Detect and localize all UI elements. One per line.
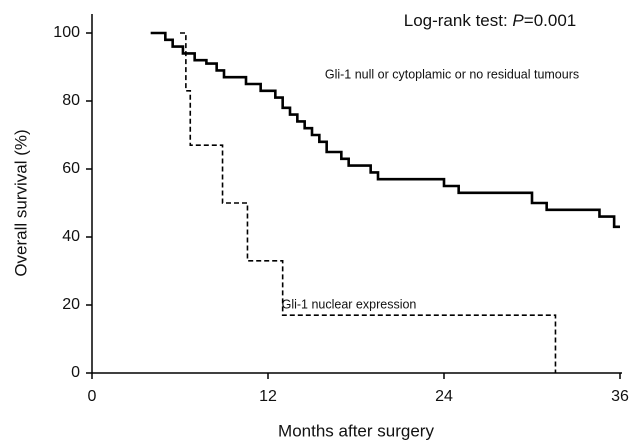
series-label: Gli-1 null or cytoplamic or no residual …: [325, 67, 579, 81]
x-tick-label: 12: [259, 388, 277, 405]
annotation-value: =0.001: [524, 11, 576, 30]
y-tick-label: 40: [62, 228, 80, 245]
y-tick-label: 80: [62, 92, 80, 109]
y-tick-label: 100: [53, 24, 80, 41]
y-axis-label: Overall survival (%): [11, 129, 30, 276]
series-label: Gli-1 nuclear expression: [282, 297, 417, 311]
y-tick-label: 20: [62, 296, 80, 313]
annotation-text: Log-rank test:: [404, 11, 513, 30]
y-tick-label: 60: [62, 160, 80, 177]
x-tick-label: 0: [88, 388, 97, 405]
x-axis-label: Months after surgery: [278, 421, 434, 440]
x-tick-label: 24: [435, 388, 453, 405]
survival-curve: [180, 32, 557, 373]
survival-curve: [150, 31, 620, 229]
annotation: Log-rank test: P=0.001: [404, 11, 577, 30]
y-tick-label: 0: [71, 364, 80, 381]
x-tick-label: 36: [611, 388, 629, 405]
annotation-p: P: [512, 11, 524, 30]
